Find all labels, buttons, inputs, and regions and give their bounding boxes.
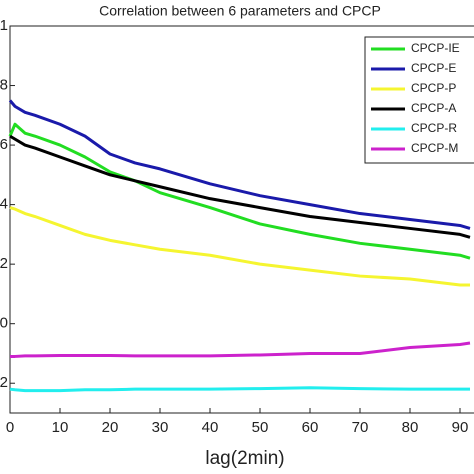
x-tick-label: 0	[6, 419, 14, 436]
x-tick-label: 80	[402, 419, 419, 436]
y-tick-label: 0.4	[0, 196, 8, 213]
x-tick-label: 50	[252, 419, 269, 436]
legend-label: CPCP-E	[411, 61, 456, 75]
y-tick-label: 0.6	[0, 136, 8, 153]
legend-box	[364, 36, 474, 164]
legend-label: CPCP-M	[411, 141, 458, 155]
legend-label: CPCP-R	[411, 121, 457, 135]
y-tick-label: 0.8	[0, 77, 8, 94]
series-line	[9, 206, 470, 287]
x-tick-label: 20	[102, 419, 119, 436]
y-tick-label: -0.2	[0, 374, 8, 391]
x-tick-label: 10	[52, 419, 69, 436]
legend-label: CPCP-P	[411, 81, 456, 95]
series-line	[8, 122, 471, 260]
series-line	[8, 99, 471, 230]
y-tick-label: 0	[0, 315, 8, 332]
x-tick-label: 60	[302, 419, 319, 436]
x-tick-label: 90	[452, 419, 469, 436]
series-line	[9, 134, 471, 239]
legend-label: CPCP-IE	[411, 41, 460, 55]
chart-title: Correlation between 6 parameters and CPC…	[99, 3, 381, 19]
x-tick-label: 30	[152, 419, 169, 436]
y-tick-label: 0.2	[0, 255, 8, 272]
x-axis-label: lag(2min)	[205, 448, 284, 469]
series-line	[10, 341, 471, 358]
y-tick-label: 1	[0, 17, 8, 34]
legend-label: CPCP-A	[411, 101, 456, 115]
series-line	[9, 386, 470, 393]
x-tick-label: 70	[352, 419, 369, 436]
x-tick-label: 40	[202, 419, 219, 436]
